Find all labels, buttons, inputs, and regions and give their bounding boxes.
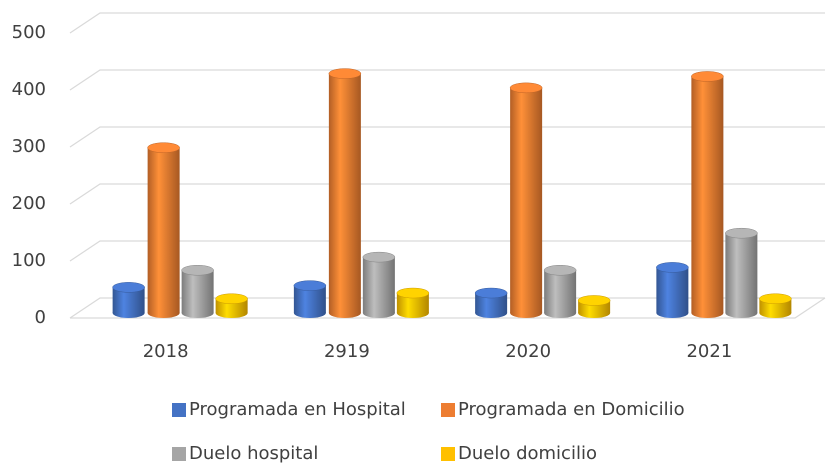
- y-tick-label: 300: [12, 136, 46, 157]
- x-tick-label: 2919: [324, 341, 370, 362]
- bar-top: [362, 251, 396, 263]
- bar: [396, 293, 429, 313]
- bar: [725, 233, 758, 313]
- y-tick-label: 400: [12, 79, 46, 100]
- bar: [475, 293, 508, 313]
- bar-top: [509, 82, 543, 94]
- bar-top: [293, 280, 327, 291]
- bar: [328, 73, 361, 313]
- bar-top: [725, 227, 758, 239]
- legend-swatch: [441, 403, 455, 417]
- legend-label: Programada en Hospital: [189, 399, 406, 420]
- y-tick-label: 500: [12, 22, 46, 43]
- y-tick-label: 100: [12, 250, 46, 271]
- legend-label: Programada en Domicilio: [458, 399, 685, 420]
- bar-top: [691, 71, 724, 82]
- bar-top: [396, 287, 430, 299]
- legend-swatch: [441, 447, 455, 461]
- legend-label: Duelo hospital: [189, 443, 318, 464]
- bar: [362, 257, 395, 313]
- bar: [510, 87, 543, 313]
- x-tick-label: 2020: [505, 341, 551, 362]
- bar: [656, 267, 689, 313]
- y-tick-label: 0: [35, 307, 46, 328]
- bar-top: [474, 287, 508, 299]
- bar-top: [759, 293, 792, 304]
- x-tick-label: 2021: [686, 341, 732, 362]
- bar-top: [656, 262, 689, 273]
- bar-top: [577, 295, 611, 306]
- grid-line: [69, 183, 825, 205]
- bar: [181, 270, 214, 313]
- bar: [691, 76, 724, 313]
- bar-top: [147, 142, 180, 153]
- legend-swatch: [172, 403, 186, 417]
- grid-line: [69, 12, 825, 34]
- floor: [70, 297, 826, 319]
- bar: [147, 147, 180, 313]
- bar: [544, 270, 577, 313]
- grid-line: [69, 69, 825, 91]
- bar-top: [328, 68, 362, 79]
- bar-top: [215, 293, 248, 304]
- bar-top: [112, 282, 145, 293]
- legend-swatch: [172, 447, 186, 461]
- grid-line: [69, 240, 825, 262]
- x-tick-label: 2018: [143, 341, 189, 362]
- legend-label: Duelo domicilio: [458, 443, 597, 464]
- bar-top: [543, 265, 577, 276]
- bar-top: [181, 265, 214, 276]
- y-tick-label: 200: [12, 193, 46, 214]
- grid-line: [69, 126, 825, 148]
